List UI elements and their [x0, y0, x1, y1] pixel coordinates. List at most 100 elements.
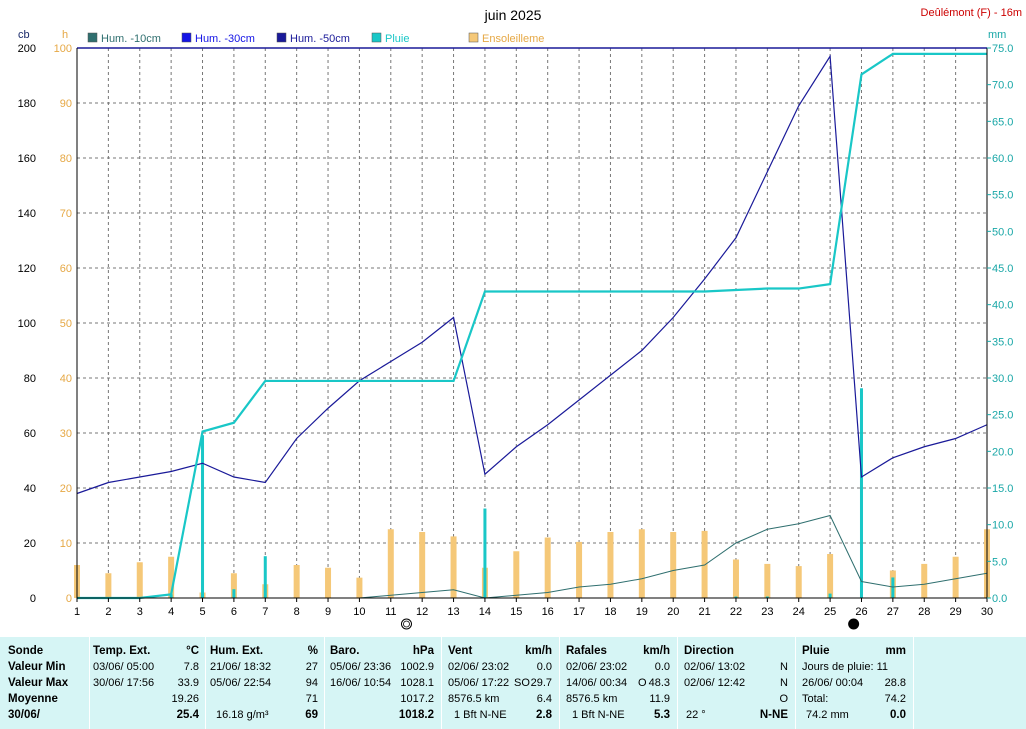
hum-absolute: 16.18 g/m³: [216, 709, 269, 721]
temp-unit: °C: [186, 645, 199, 657]
legend-swatch: [181, 32, 192, 43]
temp-min-value: 7.8: [183, 661, 199, 673]
y-cb-tick-label: 140: [18, 208, 36, 220]
y-cb-tick-label: 100: [18, 318, 36, 330]
baro-average: 1017.2: [400, 693, 434, 705]
hum-max-value: 94: [305, 677, 318, 689]
stats-col-direction: Direction 02/06/ 13:02 N 02/06/ 12:42 N …: [684, 637, 790, 729]
legend-label: Hum. -30cm: [195, 33, 255, 45]
sunshine-bar: [293, 565, 300, 598]
sunshine-bar: [387, 529, 394, 598]
axes: 1 2 3 4 5 6 7 8 9 10 11 12 13 14 15 16 17 18 19 20 21 22 23 24 2…: [18, 43, 1014, 618]
legend-label: Hum. -10cm: [101, 33, 161, 45]
hum-min-date: 21/06/ 18:32: [210, 661, 272, 673]
x-tick-label: 7: [262, 606, 268, 618]
divider: [205, 637, 206, 729]
y-h-tick-label: 70: [60, 208, 72, 220]
row-label-min: Valeur Min: [8, 661, 66, 673]
legend-swatch: [371, 32, 382, 43]
x-tick-label: 22: [730, 606, 742, 618]
temp-header: Temp. Ext.: [93, 645, 151, 657]
rafales-current: 5.3: [654, 709, 670, 721]
rafales-min-value: 0.0: [654, 661, 670, 673]
rafales-max-date: 14/06/ 00:34: [566, 677, 628, 689]
divider: [795, 637, 796, 729]
y-mm-tick-label: 10.0: [992, 520, 1013, 532]
pluie-rain-days: Jours de pluie: 11: [802, 661, 889, 673]
temp-max-value: 33.9: [177, 677, 199, 689]
stats-col-hum: Hum. Ext. % 21/06/ 18:32 27 05/06/ 22:54…: [210, 637, 320, 729]
row-label-current: 30/06/: [8, 709, 40, 721]
x-tick-label: 25: [824, 606, 836, 618]
sonde-header: Sonde: [8, 645, 44, 657]
pluie-total-value: 74.2: [884, 693, 906, 705]
y-h-tick-label: 50: [60, 318, 72, 330]
sunshine-bar: [576, 541, 583, 598]
y-mm-tick-label: 5.0: [992, 556, 1007, 568]
x-tick-label: 28: [918, 606, 930, 618]
stats-col-rafales: Rafales km/h 02/06/ 23:02 0.0 14/06/ 00:…: [566, 637, 672, 729]
sunshine-bar: [607, 532, 614, 598]
y-cb-tick-label: 160: [18, 153, 36, 165]
y-h-tick-label: 20: [60, 483, 72, 495]
legend-swatch: [87, 32, 98, 43]
y-h-tick-label: 40: [60, 373, 72, 385]
sunshine-bar: [795, 566, 802, 598]
full-moon-icon: [400, 618, 412, 630]
sunshine-bar: [450, 536, 457, 598]
direction-current: N-NE: [759, 709, 788, 721]
weather-chart: juin 2025 Deûlémont (F) - 16m cb h mm Hu…: [18, 7, 1022, 630]
x-tick-label: 6: [231, 606, 237, 618]
baro-min-date: 05/06/ 23:36: [330, 661, 392, 673]
y-mm-tick-label: 15.0: [992, 483, 1013, 495]
series-lines: [76, 52, 988, 600]
pluie-current-total: 74.2 mm: [806, 709, 849, 721]
y-cb-tick-label: 20: [24, 538, 36, 550]
vent-header: Vent: [448, 645, 473, 657]
y-h-tick-label: 30: [60, 428, 72, 440]
vent-max-direction: SO: [514, 677, 530, 689]
hum-header: Hum. Ext.: [210, 645, 264, 657]
rafales-max-direction: O: [638, 677, 647, 689]
legend-label: Pluie: [385, 33, 409, 45]
sunshine-bar: [952, 556, 959, 598]
x-tick-label: 23: [761, 606, 773, 618]
rafales-average: 11.9: [649, 693, 670, 705]
hum-min-value: 27: [305, 661, 318, 673]
x-tick-label: 27: [887, 606, 899, 618]
divider: [677, 637, 678, 729]
y-cb-tick-label: 200: [18, 43, 36, 55]
daily-rain-bar: [232, 589, 236, 598]
pluie-current: 0.0: [890, 709, 906, 721]
divider: [89, 637, 90, 729]
line-pluie-cumulative: [77, 52, 987, 600]
y-cb-tick-label: 180: [18, 98, 36, 110]
vent-current: 2.8: [536, 709, 552, 721]
divider: [913, 637, 914, 729]
x-tick-label: 10: [353, 606, 365, 618]
y-h-tick-label: 10: [60, 538, 72, 550]
temp-current: 25.4: [176, 709, 199, 721]
sunshine-bar: [732, 559, 739, 598]
legend: Hum. -10cm Hum. -30cm Hum. -50cm Pluie Ensol…: [87, 32, 544, 45]
divider: [324, 637, 325, 729]
baro-max-value: 1028.1: [400, 677, 434, 689]
grid: [77, 48, 987, 598]
x-tick-label: 12: [416, 606, 428, 618]
daily-rain-bar: [765, 596, 769, 598]
temp-average: 19.26: [171, 693, 199, 705]
row-label-max: Valeur Max: [8, 677, 69, 689]
daily-rain-bar: [169, 594, 173, 598]
rafales-header: Rafales: [566, 645, 607, 657]
daily-rain-bar: [263, 556, 267, 598]
sunshine-bar: [105, 573, 112, 598]
legend-swatch: [276, 32, 287, 43]
vent-average: 6.4: [536, 693, 552, 705]
row-label-avg: Moyenne: [8, 693, 58, 705]
y-h-tick-label: 60: [60, 263, 72, 275]
x-tick-label: 21: [698, 606, 710, 618]
sunshine-bar: [921, 563, 928, 598]
rafales-beaufort: 1 Bft N-NE: [572, 709, 625, 721]
rafales-unit: km/h: [643, 645, 670, 657]
vent-unit: km/h: [525, 645, 552, 657]
